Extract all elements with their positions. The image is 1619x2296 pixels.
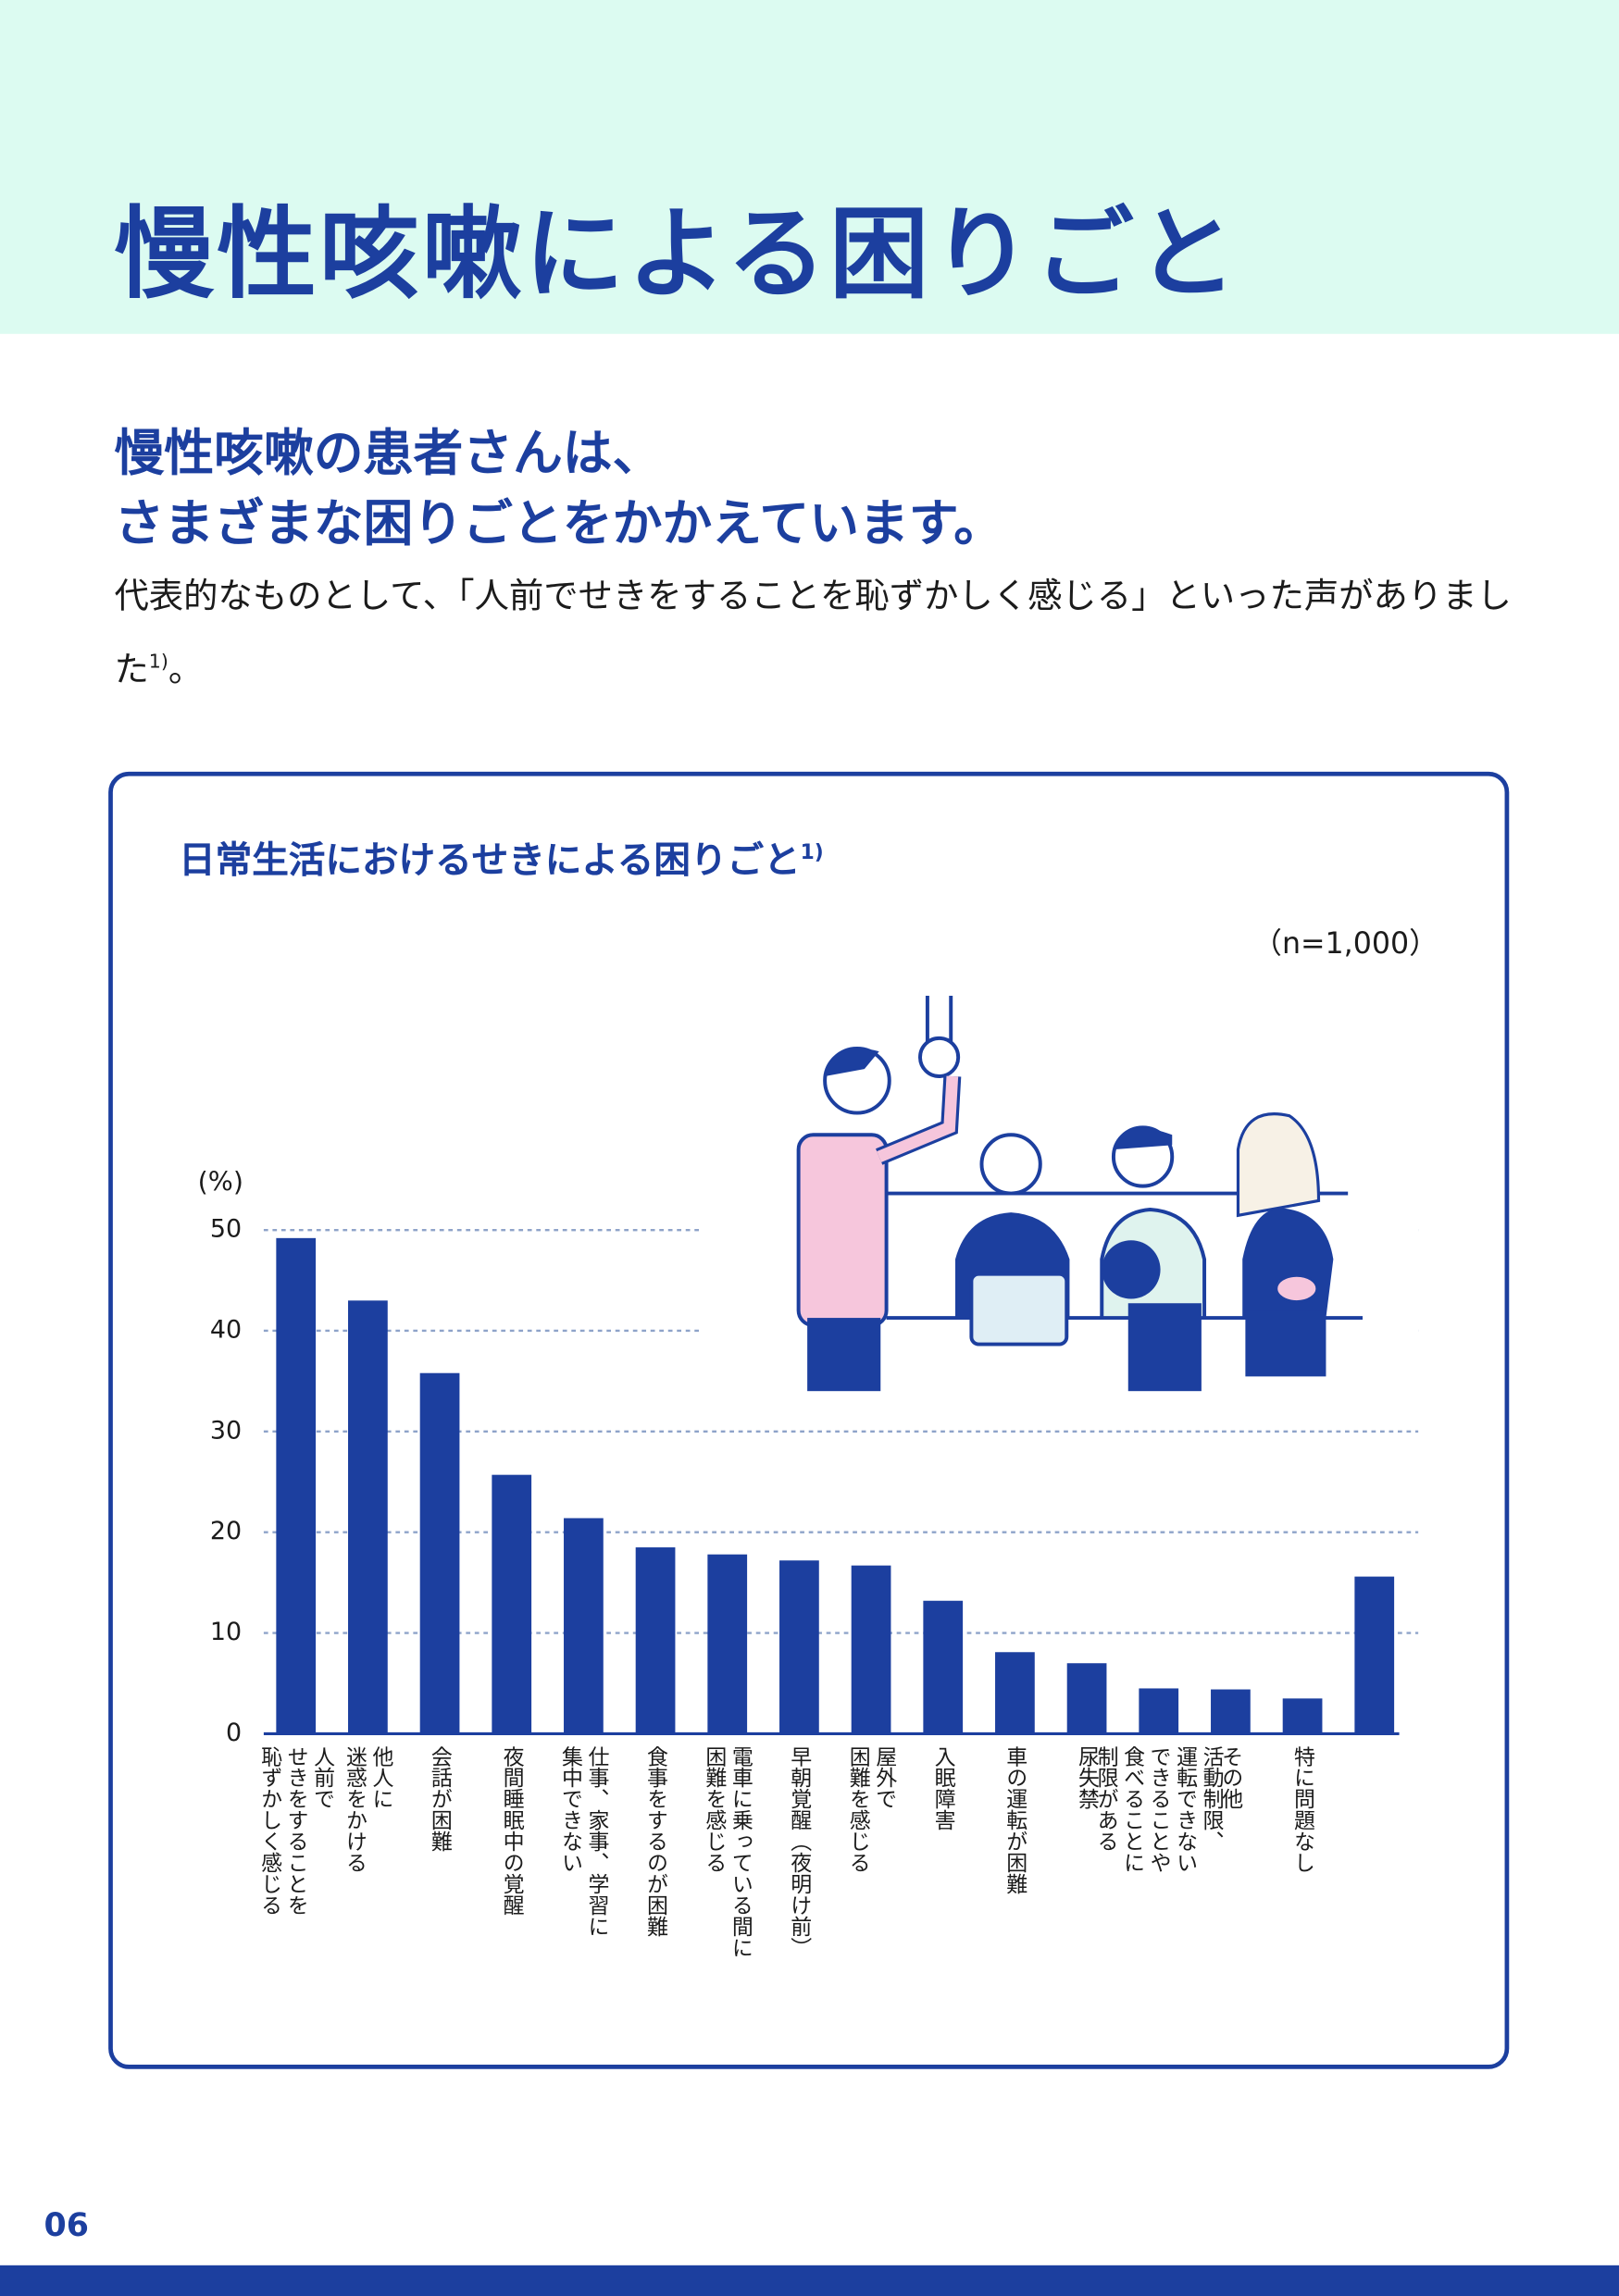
x-tick-label: 電車に乗っている間に 困難を感じる: [702, 1745, 753, 1958]
y-tick-label: 20: [210, 1517, 242, 1545]
x-tick-label: その他: [1218, 1745, 1243, 1809]
bar: [1139, 1688, 1179, 1734]
x-tick-label: 屋外で 困難を感じる: [846, 1745, 896, 1873]
x-tick-label: 早朝覚醒（夜明け前）: [787, 1745, 812, 1958]
x-tick-label: 特に問題なし: [1290, 1745, 1314, 1873]
x-tick-label: 他人に 迷惑をかける: [342, 1745, 393, 1873]
body: 代表的なものとして、「人前でせきをすることを恥ずかしく感じる」といった声がありま…: [114, 575, 1512, 690]
bar: [707, 1554, 748, 1734]
bar: [492, 1474, 532, 1734]
x-tick-label: 会話が困難: [428, 1745, 452, 1852]
bar: [564, 1518, 604, 1734]
bar: [348, 1300, 388, 1734]
reference: 1): [800, 840, 824, 865]
body-text: 代表的なものとして、「人前でせきをすることを恥ずかしく感じる」といった声がありま…: [114, 563, 1524, 703]
bar: [779, 1560, 819, 1734]
body-end: 。: [168, 649, 204, 690]
x-tick-label: 尿失禁: [1075, 1745, 1099, 1809]
bar: [1211, 1689, 1251, 1734]
header-band: [0, 0, 1619, 334]
bar: [851, 1565, 891, 1734]
reference: 1): [148, 652, 168, 674]
lead-line: さまざまな困りごとをかかえています。: [114, 494, 1004, 554]
sample-note: （n=1,000）: [1252, 925, 1438, 961]
footer-bar: [0, 2265, 1619, 2296]
y-tick-label: 10: [210, 1618, 242, 1646]
y-tick-label: 50: [210, 1215, 242, 1244]
x-tick-label: 仕事、家事、学習に 集中できない: [558, 1745, 609, 1937]
bar: [419, 1372, 460, 1734]
bar: [1282, 1698, 1323, 1734]
chart-title-text: 日常生活におけるせきによる困りごと: [179, 838, 801, 882]
page-number: 06: [44, 2208, 89, 2245]
x-tick-label: 食事をするのが困難: [643, 1745, 667, 1937]
page-title: 慢性咳嗽による困りごと: [114, 197, 1239, 314]
x-tick-label: 車の運転が困難: [1003, 1745, 1027, 1894]
illustration: [700, 981, 1419, 1399]
y-axis-label: (%): [197, 1167, 243, 1198]
bar: [1066, 1663, 1107, 1734]
bar: [1354, 1576, 1395, 1734]
x-tick-label: 入眠障害: [931, 1745, 955, 1831]
bar: [923, 1600, 964, 1734]
lead-line: 慢性咳嗽の患者さんは、: [114, 424, 663, 484]
y-tick-label: 30: [210, 1416, 242, 1445]
y-tick-label: 0: [226, 1719, 242, 1747]
bar: [995, 1652, 1035, 1734]
x-tick-label: 人前で せきをすることを 恥ずかしく感じる: [257, 1745, 334, 1916]
x-tick-label: 夜間睡眠中の覚醒: [500, 1745, 524, 1916]
x-tick-label: 活動制限、 運転できない できることや 食べることに 制限がある: [1094, 1745, 1224, 1873]
chart-title: 日常生活におけるせきによる困りごと1): [179, 832, 824, 885]
chart-box: [108, 771, 1510, 2069]
y-tick-label: 40: [210, 1315, 242, 1344]
bar: [635, 1547, 676, 1734]
bar: [276, 1237, 317, 1734]
